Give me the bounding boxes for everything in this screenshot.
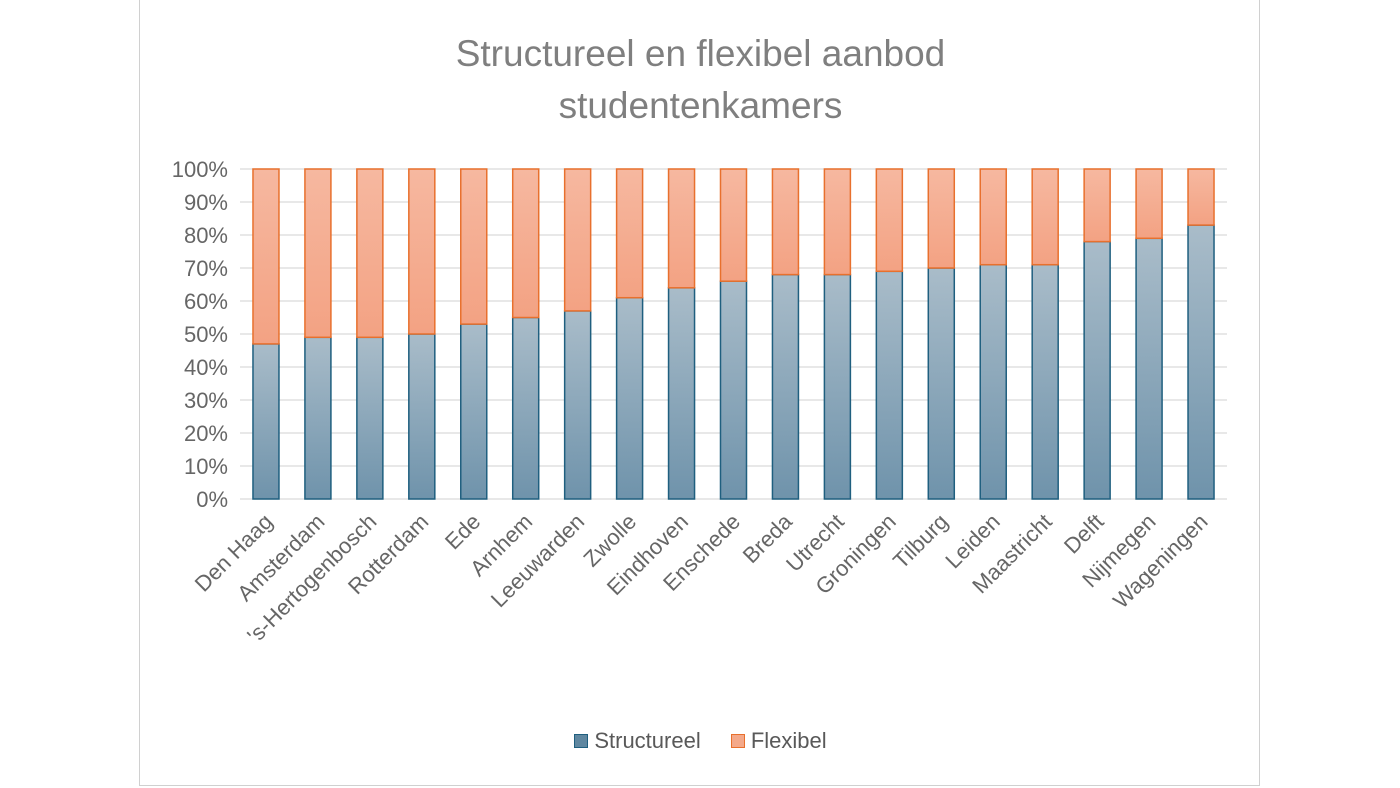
bar-structureel: [408, 333, 436, 500]
y-tick-label: 10%: [184, 454, 228, 479]
y-tick-label: 30%: [184, 388, 228, 413]
bar-structureel: [511, 316, 540, 500]
x-tick-label: Ede: [440, 509, 485, 554]
bar-structureel: [252, 343, 280, 500]
chart-frame: Structureel en flexibel aanbod studenten…: [139, 0, 1260, 786]
bar-structureel: [1187, 224, 1215, 500]
y-tick-label: 80%: [184, 223, 228, 248]
y-tick-label: 20%: [184, 421, 228, 446]
y-tick-label: 50%: [184, 322, 228, 347]
legend-item-structureel: Structureel: [574, 728, 701, 754]
bar-structureel: [667, 287, 696, 500]
legend-label-structureel: Structureel: [594, 728, 701, 753]
chart-plot: 0% 10% 20% 30% 40% 50% 60% 70% 80% 90% 100% Den Ha…: [172, 157, 1227, 648]
x-tick-label: Tilburg: [888, 509, 953, 574]
legend-swatch-flexibel: [730, 734, 745, 748]
bar-flexibel: [408, 168, 436, 335]
bar-flexibel: [356, 168, 384, 339]
y-tick-label: 70%: [184, 256, 228, 281]
bar-structureel: [1083, 240, 1111, 500]
chart-title-line-2: studentenkamers: [558, 85, 843, 126]
bar-structureel: [1135, 237, 1163, 500]
bar-flexibel: [304, 168, 332, 339]
y-tick-label: 100%: [172, 157, 228, 182]
bar-structureel: [356, 336, 384, 500]
bar-flexibel: [823, 168, 852, 276]
bar-structureel: [304, 336, 332, 500]
bar-structureel: [927, 267, 956, 500]
bar-flexibel: [875, 168, 904, 273]
y-tick-label: 0%: [196, 487, 228, 512]
bar-structureel: [771, 273, 800, 500]
bar-flexibel: [1187, 168, 1215, 226]
bar-flexibel: [460, 168, 488, 325]
bar-structureel: [1031, 263, 1059, 500]
chart-title-line-1: Structureel en flexibel aanbod: [455, 33, 946, 74]
y-axis-ticks: 0% 10% 20% 30% 40% 50% 60% 70% 80% 90% 100%: [172, 157, 228, 512]
bar-flexibel: [1135, 168, 1163, 240]
legend-label-flexibel: Flexibel: [750, 728, 827, 753]
bar-flexibel: [563, 168, 592, 312]
bar-structureel: [460, 323, 488, 500]
bar-flexibel: [1031, 168, 1059, 266]
bar-structureel: [979, 263, 1007, 500]
bar-flexibel: [1083, 168, 1111, 243]
bars: [252, 168, 1215, 500]
bar-structureel: [719, 280, 748, 500]
legend-swatch-structureel: [574, 734, 589, 748]
bar-structureel: [875, 270, 904, 500]
x-axis-labels: Den HaagAmsterdam's-HertogenboschRotterd…: [190, 508, 1213, 648]
bar-flexibel: [979, 168, 1007, 266]
legend: Structureel Flexibel: [140, 728, 1261, 754]
bar-structureel: [563, 310, 592, 500]
bar-structureel: [615, 296, 644, 500]
bar-flexibel: [719, 168, 748, 282]
y-tick-label: 90%: [184, 190, 228, 215]
bar-flexibel: [771, 168, 800, 276]
chart-title: Structureel en flexibel aanbod studenten…: [140, 28, 1261, 132]
legend-item-flexibel: Flexibel: [730, 728, 827, 754]
bar-flexibel: [511, 168, 540, 319]
y-tick-label: 40%: [184, 355, 228, 380]
bar-flexibel: [667, 168, 696, 289]
y-tick-label: 60%: [184, 289, 228, 314]
bar-structureel: [823, 273, 852, 500]
bar-flexibel: [615, 168, 644, 299]
bar-flexibel: [927, 168, 956, 269]
bar-flexibel: [252, 168, 280, 345]
